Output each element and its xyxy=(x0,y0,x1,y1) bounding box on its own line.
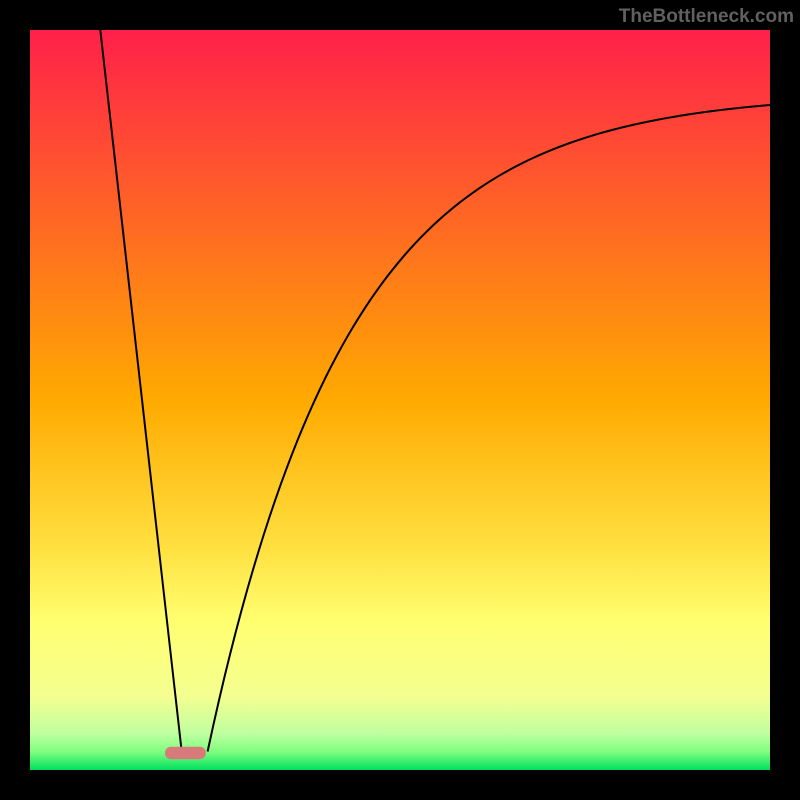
gradient-plot-area xyxy=(30,30,770,770)
bottleneck-marker xyxy=(165,747,206,760)
bottleneck-curve-chart: TheBottleneck.com xyxy=(0,0,800,800)
attribution-text: TheBottleneck.com xyxy=(619,6,794,27)
chart-container: TheBottleneck.com xyxy=(0,0,800,800)
